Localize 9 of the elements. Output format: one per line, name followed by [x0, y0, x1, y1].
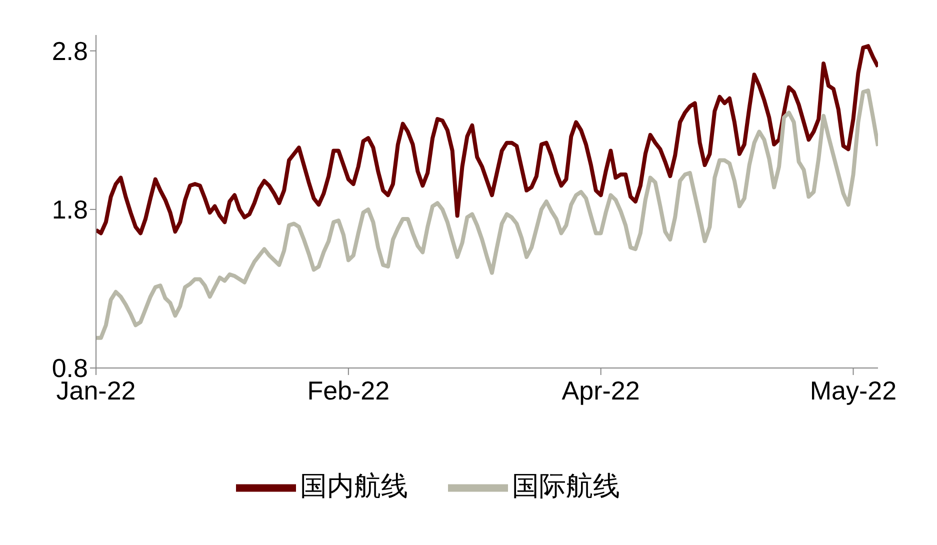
- line-series: [96, 88, 878, 340]
- y-tick-label: 2.8: [52, 36, 88, 66]
- legend-label: 国际航线: [512, 471, 620, 502]
- legend-label: 国内航线: [300, 471, 408, 502]
- y-tick-label: 1.8: [52, 194, 88, 225]
- x-tick-label: Feb-22: [307, 375, 390, 406]
- x-tick-label: May-22: [810, 375, 897, 406]
- line-series: [96, 44, 878, 236]
- x-tick-label: Apr-22: [562, 375, 640, 406]
